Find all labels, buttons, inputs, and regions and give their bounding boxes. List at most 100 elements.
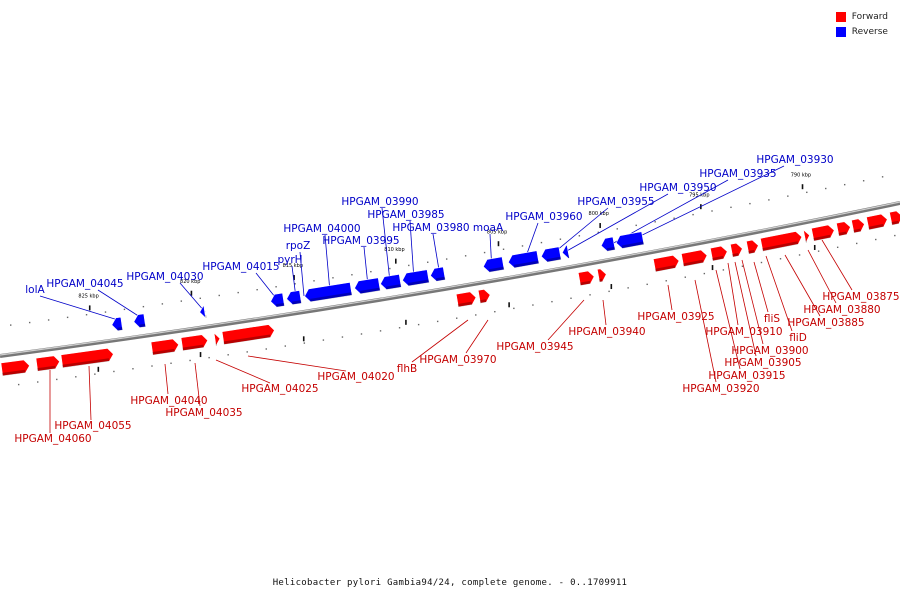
forward-gene-label: HPGAM_04060 [14,433,91,445]
reverse-gene-label: HPGAM_04045 [46,278,123,290]
axis-dots [10,176,896,386]
axis-dot [180,300,183,302]
gene-shadow [748,249,755,254]
forward-gene-arrow [811,224,835,242]
gene-body [477,289,491,304]
forward-gene-arrow [745,239,759,255]
axis-dot [836,246,839,249]
forward-gene-label: HPGAM_03920 [682,383,759,395]
gene-shadow [838,231,847,236]
axis-dot [768,199,770,201]
forward-gene-label: HPGAM_04035 [165,407,242,419]
tick-label: 815 kbp [283,263,303,269]
gene-body [133,313,146,328]
forward-gene-arrow [802,229,810,244]
gene-shadow [655,265,676,272]
forward-gene-label: HPGAM_04055 [54,420,131,432]
gene-shadow [599,278,603,283]
gene-shadow [2,369,26,376]
axis-dot [445,258,448,260]
gene-shadow [386,284,402,290]
reverse-gene-label: HPGAM_03980 [392,222,469,234]
legend-label-forward: Forward [851,11,888,22]
axis-dot [332,277,334,279]
gene-shadow [580,280,591,286]
forward-gene-label: HPGAM_03915 [708,370,785,382]
reverse-gene-label: HPGAM_03995 [322,235,399,247]
gene-body [482,256,505,273]
axis-dot [408,264,410,267]
reverse-gene-label: HPGAM_04015 [202,261,279,273]
leader-line [765,255,793,332]
axis-dot [646,283,648,286]
gene-shadow [813,234,831,242]
gene-body [0,359,30,377]
gene-shadow [182,344,204,351]
gene-body [180,334,209,351]
gene-body [199,304,207,319]
axis-dot [817,250,820,252]
reverse-gene-arrow [507,250,540,269]
leader-line [627,165,785,243]
axis-dot [532,304,534,306]
axis-dot [749,202,751,205]
axis-dot [151,365,153,367]
axis-dot [483,251,486,254]
legend-swatch-forward [835,11,846,22]
leader-line [694,279,717,383]
axis-dot [779,258,782,260]
gene-shadow [276,302,285,308]
gene-body [540,246,562,263]
axis-dot [654,221,656,223]
reverse-gene-arrow [615,231,645,249]
axis-dot [551,300,553,303]
forward-gene-arrow [35,355,60,372]
axis-dot [37,381,39,383]
leader-line [549,207,609,257]
gene-shadow [62,358,110,368]
axis-dot [284,345,287,347]
genome-caption: Helicobacter pylori Gambia94/24, complet… [272,578,628,588]
axis-dot [113,370,115,373]
gene-shadow [621,241,644,249]
axis-dot [189,359,191,362]
forward-gene-arrow [180,334,209,351]
reverse-gene-label: HPGAM_03990 [341,196,418,208]
leader-line [564,193,669,253]
forward-gene-arrow [596,268,607,283]
gene-shadow [215,342,217,346]
leader-line [547,299,585,341]
gene-body [213,332,221,347]
reverse-gene-label: HPGAM_03960 [505,211,582,223]
leader-line [88,365,92,421]
axis-dot [227,354,229,356]
axis-dot [436,320,439,323]
gene-labels: HPGAM_04060HPGAM_04055HPGAM_04040HPGAM_0… [14,154,899,445]
axis-dot [741,265,744,267]
reverse-gene-label: HPGAM_04030 [126,271,203,283]
forward-gene-arrow [889,210,900,226]
gene-shadow [567,255,570,259]
forward-gene-label: HPGAM_03900 [731,345,808,357]
axis-dot [464,255,467,257]
gene-shadow [117,327,123,331]
gene-shadow [435,276,446,282]
leader-line [324,234,331,293]
forward-gene-arrow [60,348,114,369]
reverse-gene-arrow [111,316,123,332]
forward-gene-arrow [729,242,743,258]
forward-gene-arrow [680,249,708,267]
axis-dot [142,305,145,308]
axis-dot [265,348,267,350]
reverse-gene-label: HPGAM_03950 [639,182,716,194]
gene-shadow [310,292,353,302]
gene-shadow [205,314,207,318]
gene-body [455,291,477,308]
axis-dot [47,319,50,321]
legend-swatch-reverse [835,26,846,37]
forward-gene-arrow [836,221,851,237]
forward-gene-label: HPGAM_04025 [241,383,318,395]
backbone-highlight [0,201,900,356]
axis-dot [123,308,126,311]
